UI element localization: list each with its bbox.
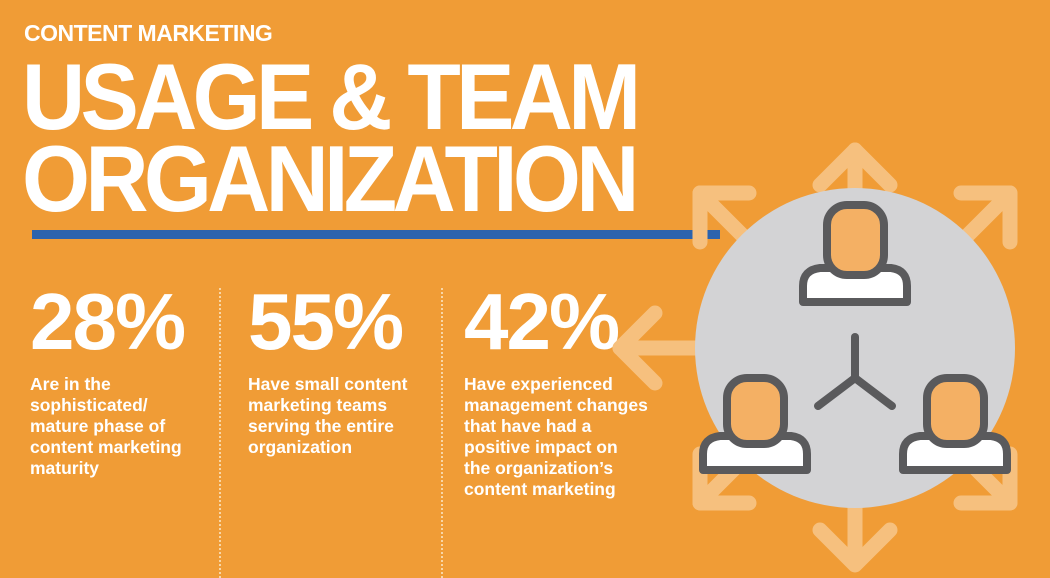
- person-icon: [799, 201, 911, 306]
- desc-line: Have small content: [248, 374, 408, 394]
- desc-line: marketing teams: [248, 395, 388, 415]
- desc-line: mature phase of: [30, 416, 166, 436]
- connector-icon: [814, 333, 896, 410]
- desc-line: that have had a: [464, 416, 592, 436]
- stat-divider: [441, 288, 443, 578]
- desc-line: Have experienced: [464, 374, 613, 394]
- desc-line: maturity: [30, 458, 100, 478]
- desc-line: positive impact on: [464, 437, 618, 457]
- desc-line: the organization’s: [464, 458, 614, 478]
- stat-value: 42%: [464, 277, 620, 366]
- person-icon: [899, 374, 1011, 474]
- kicker-label: CONTENT MARKETING: [24, 20, 273, 46]
- stat-description: Are in the sophisticated/ mature phase o…: [30, 374, 215, 479]
- page-title-line-2: ORGANIZATION: [22, 126, 639, 231]
- desc-line: content marketing: [30, 437, 182, 457]
- page-title-line-1: USAGE & TEAM: [22, 44, 641, 149]
- desc-line: content marketing: [464, 479, 616, 499]
- desc-line: Are in the: [30, 374, 111, 394]
- desc-line: organization: [248, 437, 353, 457]
- desc-line: sophisticated/: [30, 395, 148, 415]
- stat-28: 28% Are in the sophisticated/ mature pha…: [30, 282, 215, 479]
- stat-55: 55% Have small content marketing teams s…: [248, 282, 438, 458]
- stat-42: 42% Have experienced management changes …: [464, 282, 679, 500]
- stat-value: 55%: [248, 277, 404, 366]
- stat-divider: [219, 288, 221, 578]
- desc-line: management changes: [464, 395, 648, 415]
- stat-value: 28%: [30, 277, 186, 366]
- desc-line: serving the entire: [248, 416, 394, 436]
- team-network-icon: [612, 142, 1018, 573]
- stat-description: Have experienced management changes that…: [464, 374, 679, 500]
- stat-description: Have small content marketing teams servi…: [248, 374, 438, 458]
- person-icon: [699, 374, 811, 474]
- title-underline: [32, 230, 720, 239]
